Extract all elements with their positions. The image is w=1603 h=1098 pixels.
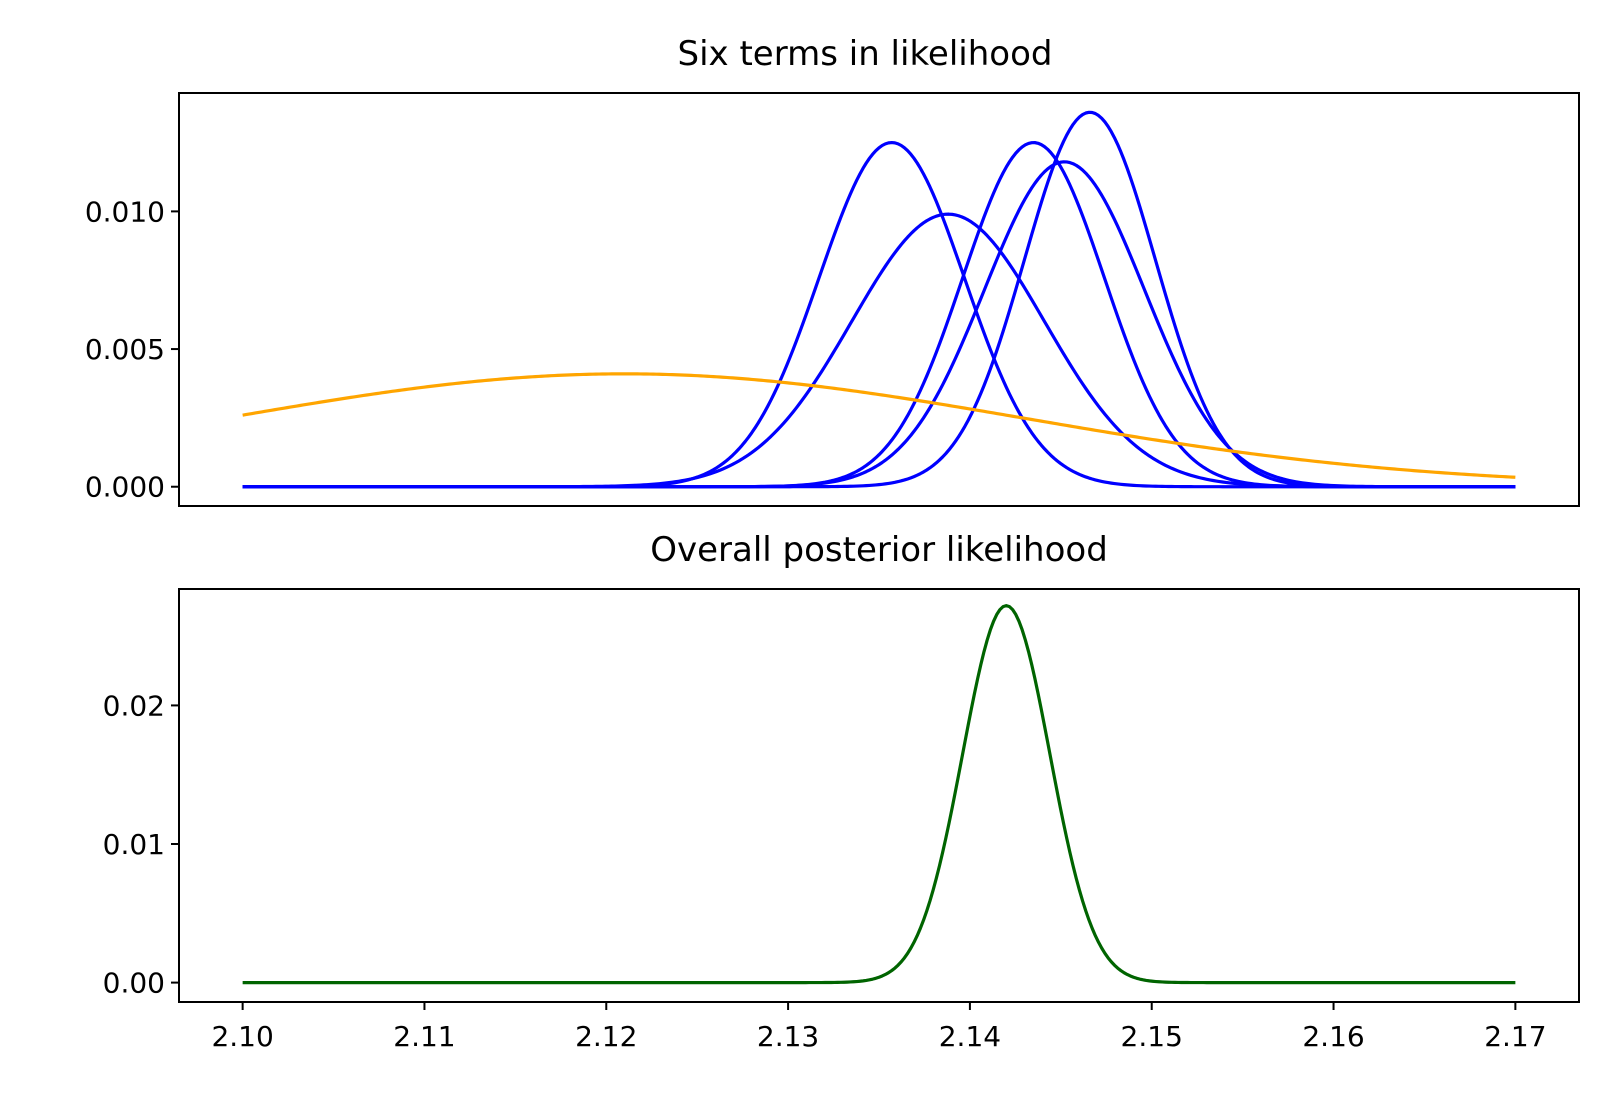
x-tick-label: 2.17 <box>1484 1020 1546 1053</box>
likelihood-term-curve <box>242 110 1516 489</box>
y-tick-label: 0.01 <box>103 828 165 861</box>
axis-ticks: 0.00 0.01 0.02 2.10 2.11 2.12 2.13 2.14 2.15 2.16… <box>103 689 1547 1053</box>
panel-title-posterior: Overall posterior likelihood <box>650 530 1108 570</box>
y-tick-label: 0.010 <box>85 195 165 228</box>
series-lines <box>242 110 1516 489</box>
y-tick-label: 0.000 <box>85 471 165 504</box>
prior-term-curve <box>242 372 1516 479</box>
panel-posterior: Overall posterior likelihood 0.000.010.0… <box>103 530 1580 1053</box>
x-tick-label: 2.15 <box>1121 1020 1183 1053</box>
series-lines <box>242 604 1516 985</box>
x-tick-label: 2.13 <box>757 1020 819 1053</box>
panel-likelihood-terms: Six terms in likelihood 0.000 0.005 0.010 <box>85 34 1580 507</box>
x-tick-label: 2.10 <box>211 1020 273 1053</box>
x-tick-label: 2.14 <box>939 1020 1001 1053</box>
posterior-curve <box>242 604 1516 985</box>
x-tick-label: 2.11 <box>393 1020 455 1053</box>
plot-frame <box>178 92 1580 507</box>
y-tick-label: 0.02 <box>103 689 165 722</box>
y-tick-label: 0.00 <box>103 967 165 1000</box>
panel-title-likelihood-terms: Six terms in likelihood <box>678 34 1053 74</box>
y-tick-label: 0.005 <box>85 333 165 366</box>
x-tick-label: 2.12 <box>575 1020 637 1053</box>
x-tick-label: 2.16 <box>1302 1020 1364 1053</box>
plot-frame <box>178 588 1580 1003</box>
y-axis-ticks: 0.000 0.005 0.010 <box>85 195 179 504</box>
